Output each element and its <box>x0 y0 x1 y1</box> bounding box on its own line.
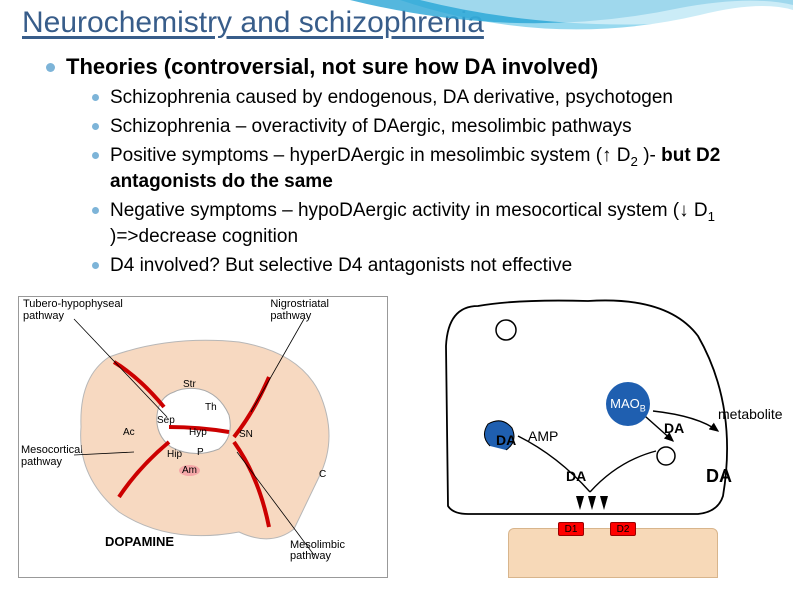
bullet-2: Schizophrenia – overactivity of DAergic,… <box>92 115 763 139</box>
node-sn: SN <box>239 429 253 440</box>
da-label-4: DA <box>706 466 732 487</box>
da-label-2: DA <box>566 468 586 484</box>
bullet-3: Positive symptoms – hyperDAergic in meso… <box>92 144 763 194</box>
node-sep: Sep <box>157 415 175 426</box>
d1-receptor: D1 <box>558 522 584 536</box>
brain-svg <box>19 297 389 579</box>
release-arrow-icon <box>576 496 584 510</box>
node-c: C <box>319 469 326 480</box>
node-am: Am <box>179 465 200 476</box>
node-p: P <box>197 447 204 458</box>
node-th: Th <box>205 402 217 413</box>
da-label-3: DA <box>664 420 684 436</box>
mao-enzyme: MAOB <box>606 382 650 426</box>
d2-receptor: D2 <box>610 522 636 536</box>
bullet-5: D4 involved? But selective D4 antagonist… <box>92 254 763 278</box>
bullet-1: Schizophrenia caused by endogenous, DA d… <box>92 86 763 110</box>
node-hip: Hip <box>167 449 182 460</box>
da-label-1: DA <box>496 432 516 448</box>
release-arrow-icon <box>600 496 608 510</box>
node-str: Str <box>183 379 196 390</box>
slide-title: Neurochemistry and schizophrenia <box>0 0 793 46</box>
synapse-diagram: MAOB metabolite AMP DA DA DA DA D1 D2 <box>418 296 775 586</box>
bullet-4: Negative symptoms – hypoDAergic activity… <box>92 199 763 249</box>
content-area: Theories (controversial, not sure how DA… <box>0 46 793 278</box>
node-hyp: Hyp <box>189 427 207 438</box>
brain-diagram: Tubero-hypophysealpathway Nigrostriatalp… <box>18 296 388 578</box>
bullet-list: Schizophrenia caused by endogenous, DA d… <box>46 86 763 278</box>
release-arrow-icon <box>588 496 596 510</box>
theories-heading: Theories (controversial, not sure how DA… <box>46 54 763 80</box>
node-ac: Ac <box>123 427 135 438</box>
amp-label: AMP <box>528 428 558 444</box>
diagram-row: Tubero-hypophysealpathway Nigrostriatalp… <box>18 296 775 586</box>
metabolite-label: metabolite <box>718 406 783 422</box>
